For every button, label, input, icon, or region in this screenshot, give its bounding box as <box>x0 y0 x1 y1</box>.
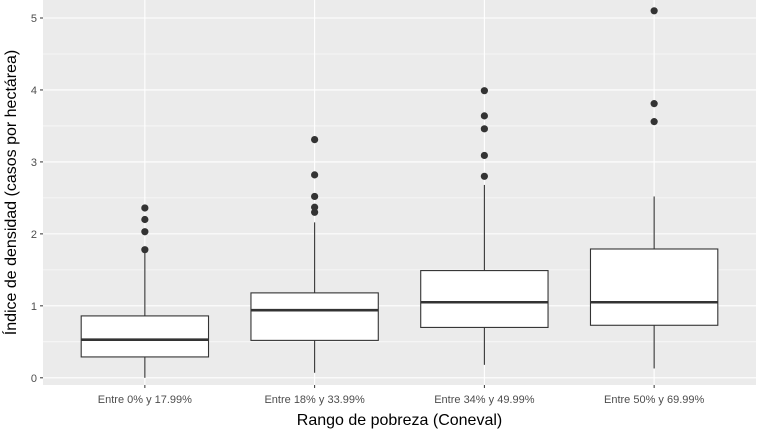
outlier-point <box>141 215 149 224</box>
outlier-point <box>311 171 319 179</box>
y-tick-label: 5 <box>31 13 37 25</box>
box-iqr <box>589 248 719 326</box>
y-tick-label: 3 <box>31 157 37 169</box>
y-tick-label: 4 <box>31 85 37 97</box>
outlier-point <box>141 246 149 254</box>
outlier-point <box>650 7 658 15</box>
x-tick-label: Entre 18% y 33.99% <box>264 394 365 406</box>
box-iqr <box>420 270 549 328</box>
outlier-point <box>480 172 488 180</box>
box-iqr <box>250 292 379 341</box>
y-axis-title: Índice de densidad (casos por hectárea) <box>1 50 20 336</box>
outlier-point <box>311 192 319 201</box>
boxes-layer <box>80 7 719 378</box>
y-tick-label: 1 <box>31 301 37 313</box>
box-group <box>250 136 379 373</box>
x-tick-label: Entre 0% y 17.99% <box>98 394 192 406</box>
outlier-point <box>650 100 658 108</box>
y-axis-ticks: 0 1 2 3 4 5 <box>31 13 43 385</box>
y-tick-label: 0 <box>31 373 37 385</box>
x-axis-ticks: Entre 0% y 17.99% Entre 18% y 33.99% Entre… <box>98 385 705 406</box>
outlier-point <box>311 203 319 211</box>
y-tick-label: 2 <box>31 229 37 241</box>
outlier-point <box>141 228 149 236</box>
box-group <box>80 204 210 378</box>
outlier-point <box>311 208 319 216</box>
x-tick-label: Entre 34% y 49.99% <box>434 394 535 406</box>
outlier-point <box>650 118 658 126</box>
outlier-point <box>311 136 319 144</box>
box-group <box>420 87 549 365</box>
outlier-point <box>480 125 488 133</box>
x-axis-title: Rango de pobreza (Coneval) <box>297 412 502 429</box>
box-iqr <box>80 315 210 358</box>
outlier-point <box>480 87 488 95</box>
box-group <box>589 7 719 369</box>
outlier-point <box>480 112 488 120</box>
outlier-point <box>141 204 149 212</box>
x-tick-label: Entre 50% y 69.99% <box>604 394 705 406</box>
outlier-point <box>480 151 488 160</box>
